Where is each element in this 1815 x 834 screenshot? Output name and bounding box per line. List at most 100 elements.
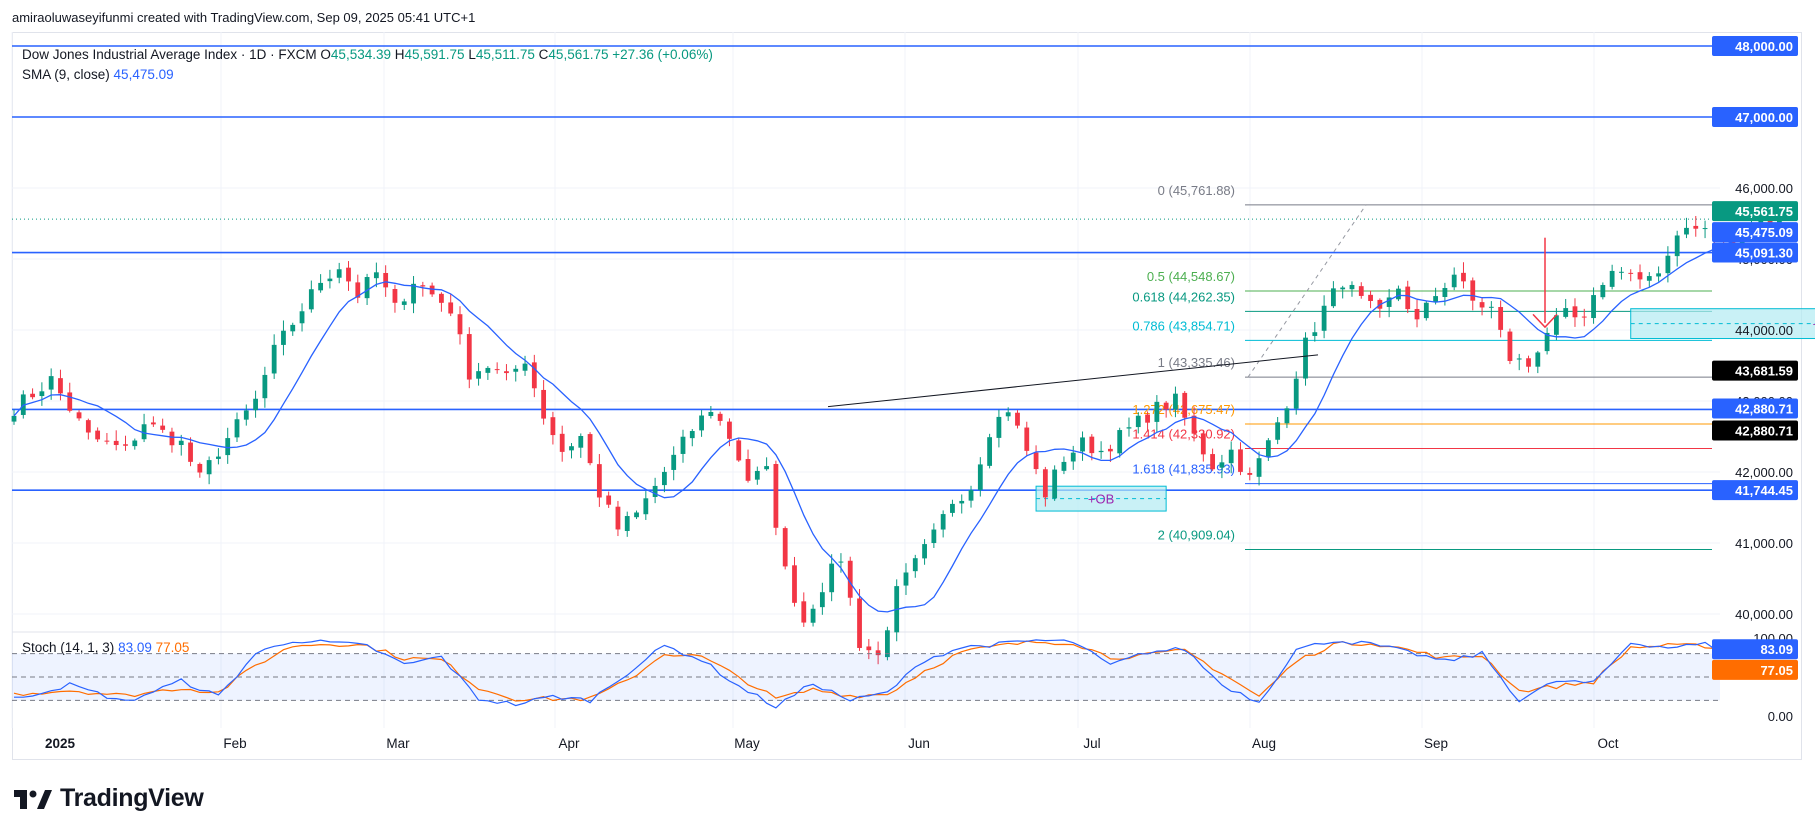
candle-body [1024, 427, 1030, 451]
candle-body [1600, 284, 1606, 298]
candle-body [1609, 270, 1615, 287]
crosshair-price-tag-bg [1712, 360, 1798, 381]
tradingview-logo-icon [14, 789, 52, 809]
stoch-k-tag: 83.09 [1760, 642, 1793, 657]
header-credit: amiraoluwaseyifunmi created with Trading… [12, 10, 476, 25]
candle-body [885, 630, 890, 658]
candle-body [1516, 358, 1522, 360]
candle-body [1386, 297, 1392, 307]
candle-body [1581, 316, 1587, 318]
candle-body [11, 415, 17, 422]
candle-body [1265, 440, 1271, 457]
candle-body [169, 431, 175, 446]
candle-body [1312, 332, 1318, 336]
candle-body [1461, 272, 1466, 282]
current-price-tag-bg [1712, 201, 1798, 222]
candle-body [355, 282, 361, 298]
candle-body [1637, 272, 1643, 280]
candle-body [1163, 402, 1169, 410]
candle-body [1303, 337, 1308, 379]
candle-body [1238, 449, 1243, 472]
time-axis-tick: 2025 [45, 736, 76, 751]
candle-body [977, 464, 983, 490]
candle-body [1061, 461, 1067, 471]
time-axis-tick: May [734, 736, 760, 751]
marker-price-tag: 42,880.71 [1735, 423, 1793, 438]
candle-body [1628, 272, 1634, 274]
candle-body [39, 391, 45, 397]
candle-body [1126, 427, 1132, 429]
tradingview-logo[interactable]: TradingView [14, 784, 204, 813]
stoch-d-tag-bg [1712, 659, 1798, 680]
candle-body [754, 470, 760, 480]
sma-value: 45,475.09 [113, 67, 174, 82]
candle-body [912, 558, 918, 572]
crosshair-price-tag: 43,681.59 [1735, 364, 1793, 379]
candle-body [364, 277, 370, 299]
candle-body [680, 436, 686, 454]
candle-body [847, 560, 853, 598]
candle-body [1535, 352, 1541, 367]
candle-body [773, 464, 779, 528]
high-label: H [394, 47, 405, 62]
candle-body [541, 389, 547, 419]
candle-body [48, 376, 54, 390]
candle-body [1349, 284, 1355, 290]
candle-body [792, 565, 797, 603]
candle-body [160, 425, 166, 430]
candle-body [1553, 315, 1559, 335]
candle-body [485, 367, 491, 373]
fib-level-label-0: 0 (45,761.88) [1158, 183, 1235, 198]
close-label: C [538, 47, 549, 62]
candle-body [243, 410, 249, 420]
candle-body [727, 421, 732, 439]
candle-body [1256, 458, 1262, 477]
open-value: 45,534.39 [330, 47, 391, 62]
candle-body [85, 420, 91, 433]
sma-line [13, 230, 1780, 613]
grid-layer [11, 32, 1720, 728]
candle-body [234, 419, 240, 438]
fib-level-label-1: 1 (43,335.46) [1158, 355, 1235, 370]
candle-body [1451, 274, 1457, 288]
symbol-legend: Dow Jones Industrial Average Index · 1D … [22, 45, 713, 85]
candle-body [1488, 306, 1494, 308]
candle-body [708, 411, 714, 416]
candle-body [494, 369, 500, 371]
candle-body [1284, 408, 1290, 424]
candle-body [996, 416, 1002, 438]
candle-body [1219, 462, 1225, 468]
candle-body [1693, 225, 1699, 229]
candle-body [58, 378, 63, 394]
candle-body [429, 285, 435, 295]
price-tag-layer: 48,000.00 47,000.00 45,091.30 42,880.71 41,7… [1712, 36, 1798, 680]
candle-body [1247, 472, 1253, 475]
candle-body [559, 433, 565, 452]
candle-body [1070, 452, 1076, 462]
fib-level-label-1.618: 1.618 (41,835.93) [1132, 462, 1235, 477]
candle-body [1498, 307, 1504, 330]
candle-body [225, 438, 231, 456]
candle-body [373, 272, 379, 279]
candle-body [1526, 358, 1531, 367]
candle-body [1665, 255, 1671, 274]
candle-body [290, 324, 296, 332]
candle-body [838, 561, 844, 563]
candle-body [1396, 288, 1401, 300]
candle-body [1433, 296, 1439, 303]
candle-body [188, 442, 193, 462]
candle-body [662, 471, 667, 486]
candle-body [1173, 393, 1178, 410]
candle-body [615, 506, 621, 530]
candle-body [819, 592, 825, 608]
candle-body [401, 301, 407, 305]
stoch-axis-tick: 0.00 [1768, 709, 1793, 724]
time-axis-tick: Sep [1424, 736, 1448, 751]
stoch-k-value: 83.09 [118, 640, 152, 655]
stoch-label: Stoch (14, 1, 3) [22, 640, 115, 655]
candle-body [1563, 308, 1569, 317]
fib-level-label-0.618: 0.618 (44,262.35) [1132, 289, 1235, 304]
candle-body [968, 490, 974, 501]
time-axis-tick: Feb [223, 736, 246, 751]
